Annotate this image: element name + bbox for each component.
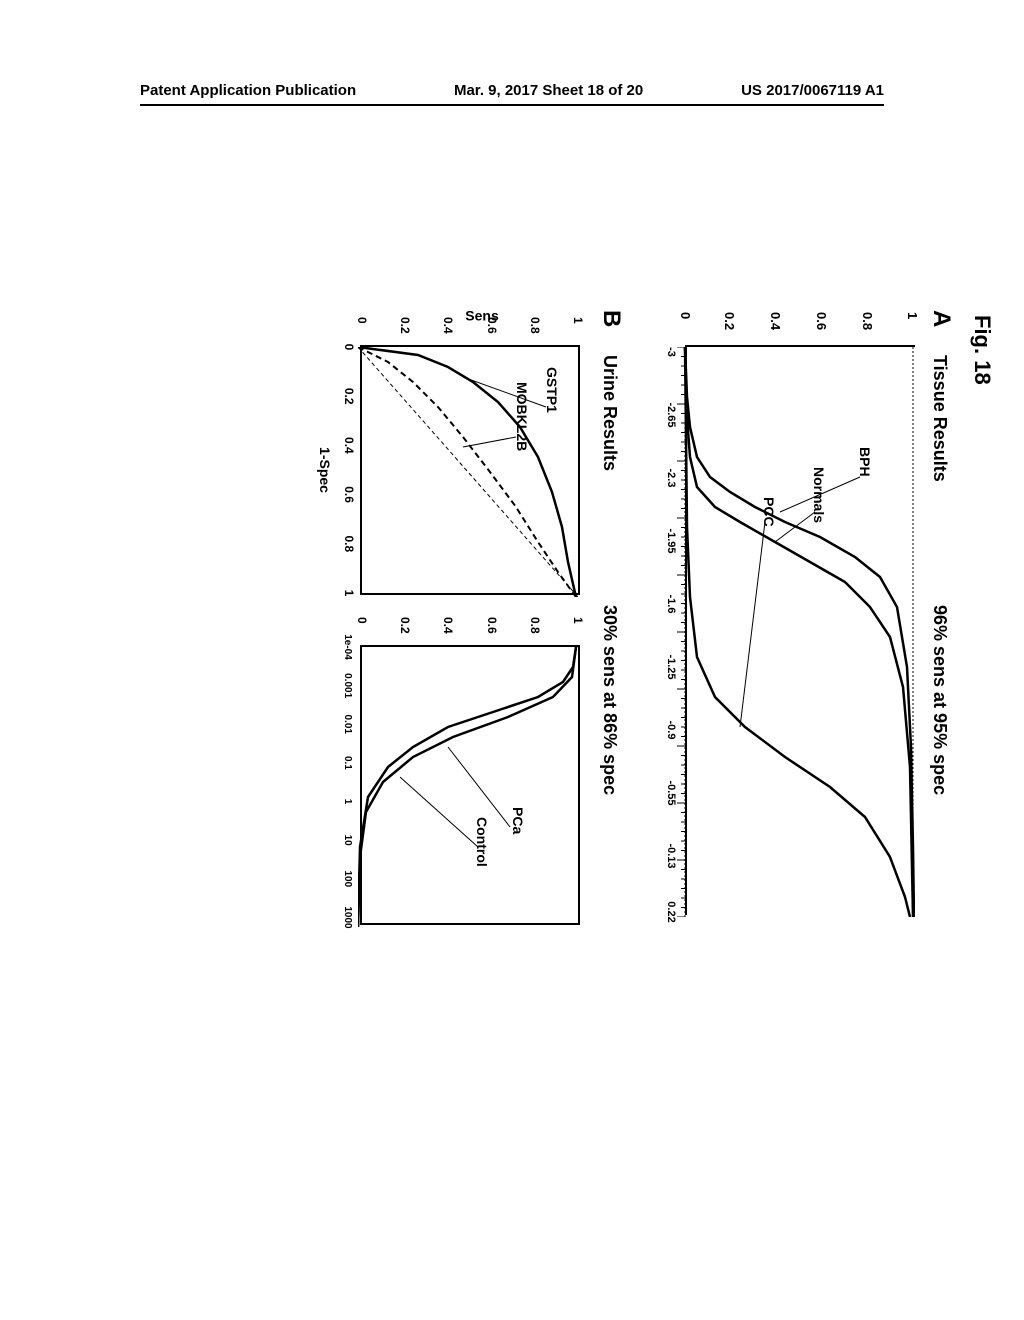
figure-18: Fig. 18 A Tissue Results 96% sens at 95%…	[85, 315, 965, 965]
xtick: 0.8	[342, 535, 356, 552]
curve-label-pcc: PCC	[761, 497, 777, 527]
chart-cdf: 0 0.2 0.4 0.6 0.8 1 1e-04 0.001 0.01 0.1…	[360, 645, 580, 925]
xtick: -0.9	[665, 721, 677, 740]
header-right: US 2017/0067119 A1	[741, 82, 884, 99]
ytick: 0.6	[485, 317, 499, 334]
xtick: -1.6	[665, 595, 677, 614]
xtick: 0.001	[342, 673, 353, 698]
header-left: Patent Application Publication	[140, 82, 356, 99]
xtick: 0.4	[342, 437, 356, 454]
ytick: 0	[355, 617, 369, 624]
xtick: 100	[342, 870, 353, 887]
chart-a-svg	[675, 347, 915, 917]
curve-label-normals: Normals	[811, 467, 827, 523]
xtick: 0	[342, 344, 356, 351]
panel-a: A Tissue Results 96% sens at 95% spec 0	[665, 315, 955, 955]
ytick: 0.8	[528, 617, 542, 634]
chart-roc: Sens 1-Spec 0 0.2 0.4 0.6 0.8 1 0 0.2 0.…	[360, 345, 580, 595]
xtick: -1.95	[665, 528, 677, 553]
panel-b-title1: Urine Results	[599, 355, 620, 471]
panel-b-letter: B	[597, 310, 625, 327]
ytick: 1	[571, 317, 585, 324]
figure-label: Fig. 18	[969, 315, 995, 385]
xtick: 10	[342, 835, 353, 846]
curve-label-gstp1: GSTP1	[544, 367, 560, 413]
ytick: 1	[905, 312, 920, 319]
header-divider	[140, 104, 884, 106]
curve-label-bph: BPH	[857, 447, 873, 477]
ytick: 0.4	[768, 312, 783, 330]
xtick: -2.65	[665, 402, 677, 427]
ytick: 0.8	[528, 317, 542, 334]
ytick: 0	[355, 317, 369, 324]
ytick: 0.6	[814, 312, 829, 330]
curve-label-pca: PCa	[510, 807, 526, 834]
panel-a-title1: Tissue Results	[929, 355, 950, 482]
xtick: 1000	[342, 906, 353, 928]
panel-b-title2: 30% sens at 86% spec	[599, 605, 620, 795]
ytick: 0.4	[441, 317, 455, 334]
chart-tissue: 0 0.2 0.4 0.6 0.8 1 -3 -2.65 -2.3 -1.95 …	[685, 345, 915, 915]
xtick: 0.1	[342, 756, 353, 770]
ytick: 0.2	[398, 617, 412, 634]
xtick: -0.55	[665, 780, 677, 805]
xtick: 1e-04	[342, 634, 353, 660]
xtick: -3	[665, 347, 677, 357]
xtick: 0.22	[665, 901, 677, 922]
panel-a-letter: A	[927, 310, 955, 327]
panel-a-title2: 96% sens at 95% spec	[929, 605, 950, 795]
ytick: 0	[678, 312, 693, 319]
ytick: 0.6	[485, 617, 499, 634]
xtick: 0.01	[342, 715, 353, 734]
chart-b2-svg	[358, 647, 578, 927]
xlabel-spec: 1-Spec	[317, 447, 333, 493]
header-center: Mar. 9, 2017 Sheet 18 of 20	[454, 82, 643, 99]
curve-label-control: Control	[474, 817, 490, 867]
xtick: -0.13	[665, 843, 677, 868]
ytick: 0.2	[722, 312, 737, 330]
ytick: 0.2	[398, 317, 412, 334]
xtick: -1.25	[665, 654, 677, 679]
xtick: -2.3	[665, 469, 677, 488]
curve-label-mobkl2b: MOBKL2B	[514, 382, 530, 451]
xtick: 0.2	[342, 388, 356, 405]
ytick: 0.8	[860, 312, 875, 330]
xtick: 0.6	[342, 486, 356, 503]
ytick: 1	[571, 617, 585, 624]
panel-b: B Urine Results 30% sens at 86% spec Sen…	[325, 315, 625, 955]
ytick: 0.4	[441, 617, 455, 634]
xtick: 1	[342, 590, 356, 597]
xtick: 1	[342, 799, 353, 805]
